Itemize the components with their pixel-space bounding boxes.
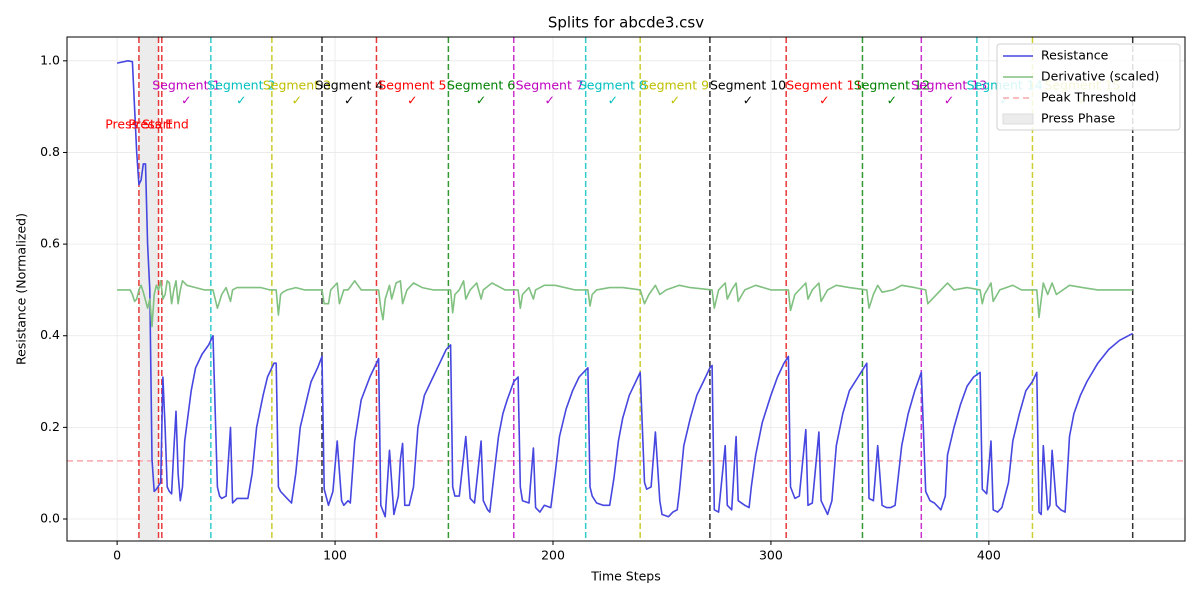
press-start-label: Press Start xyxy=(105,117,173,132)
legend-label: Resistance xyxy=(1041,48,1109,63)
press-end-label: Press End xyxy=(128,117,189,132)
y-tick-label: 0.2 xyxy=(40,419,60,434)
segment-check: ✓ xyxy=(181,93,191,108)
y-tick-label: 0.8 xyxy=(40,144,60,159)
segment-label: Segment 8 xyxy=(579,78,647,93)
y-tick-label: 0.0 xyxy=(40,511,60,526)
legend-label: Peak Threshold xyxy=(1041,90,1136,105)
legend-label: Press Phase xyxy=(1041,111,1116,126)
segment-check: ✓ xyxy=(292,93,302,108)
segment-check: ✓ xyxy=(544,93,554,108)
y-axis-label: Resistance (Normalized) xyxy=(14,213,29,365)
x-tick-label: 400 xyxy=(977,548,1001,563)
press-phase xyxy=(138,37,159,541)
segment-label: Segment 12 xyxy=(854,78,930,93)
segment-check: ✓ xyxy=(608,93,618,108)
segment-check: ✓ xyxy=(407,93,417,108)
segment-label: Segment 7 xyxy=(516,78,584,93)
segment-check: ✓ xyxy=(887,93,897,108)
legend-label: Derivative (scaled) xyxy=(1041,69,1159,84)
segment-label: Segment 6 xyxy=(447,78,515,93)
segment-check: ✓ xyxy=(819,93,829,108)
legend-box xyxy=(996,43,1181,131)
axes-frame xyxy=(66,36,1186,542)
chart-title: Splits for abcde3.csv xyxy=(548,14,704,32)
y-tick-label: 0.4 xyxy=(40,327,60,342)
segment-check: ✓ xyxy=(944,93,954,108)
x-tick-label: 300 xyxy=(759,548,783,563)
x-tick-label: 200 xyxy=(541,548,565,563)
y-tick-label: 0.6 xyxy=(40,236,60,251)
y-tick-label: 1.0 xyxy=(40,52,60,67)
series-line xyxy=(117,280,1133,328)
segment-label: Segment 4 xyxy=(315,78,383,93)
x-axis-label: Time Steps xyxy=(590,569,661,584)
segment-label: Segment 3 xyxy=(263,78,331,93)
segment-check: ✓ xyxy=(236,93,246,108)
x-tick-label: 100 xyxy=(323,548,347,563)
series-line xyxy=(116,60,1134,518)
segment-label: Segment 1 xyxy=(152,78,220,93)
segment-label: Segment 11 xyxy=(786,78,862,93)
segment-label: Segment 9 xyxy=(641,78,709,93)
segment-check: ✓ xyxy=(476,93,486,108)
segment-check: ✓ xyxy=(743,93,753,108)
segment-label: Segment 10 xyxy=(710,78,786,93)
segment-label: Segment 5 xyxy=(378,78,446,93)
x-tick-label: 0 xyxy=(113,548,121,563)
plot-area xyxy=(67,37,1185,541)
segment-label: Segment 2 xyxy=(207,78,275,93)
segment-label: Segment 13 xyxy=(911,78,987,93)
segment-check: ✓ xyxy=(344,93,354,108)
segment-check: ✓ xyxy=(670,93,680,108)
legend-swatch xyxy=(1002,113,1034,125)
